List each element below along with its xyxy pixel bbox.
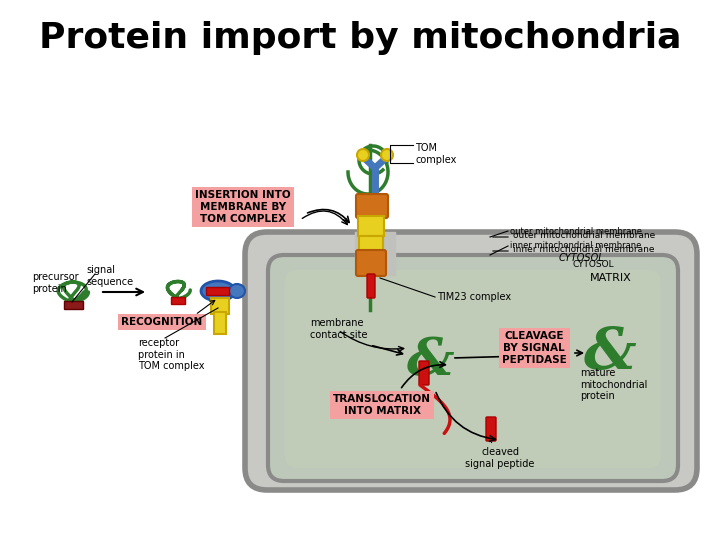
Text: CLEAVAGE
BY SIGNAL
PEPTIDASE: CLEAVAGE BY SIGNAL PEPTIDASE bbox=[502, 332, 567, 364]
FancyBboxPatch shape bbox=[486, 417, 496, 441]
FancyBboxPatch shape bbox=[207, 287, 230, 295]
Text: &: & bbox=[406, 334, 454, 386]
Text: signal
sequence: signal sequence bbox=[86, 265, 133, 287]
Text: INSERTION INTO
MEMBRANE BY
TOM COMPLEX: INSERTION INTO MEMBRANE BY TOM COMPLEX bbox=[195, 191, 291, 224]
FancyBboxPatch shape bbox=[367, 274, 375, 298]
Circle shape bbox=[381, 149, 393, 161]
Text: inner mitochondrial membrane: inner mitochondrial membrane bbox=[510, 241, 642, 251]
FancyBboxPatch shape bbox=[285, 270, 661, 468]
Ellipse shape bbox=[229, 284, 245, 298]
FancyBboxPatch shape bbox=[356, 194, 388, 218]
Text: CYTOSOL: CYTOSOL bbox=[572, 260, 614, 269]
FancyBboxPatch shape bbox=[63, 300, 83, 308]
Text: receptor
protein in
TOM complex: receptor protein in TOM complex bbox=[138, 338, 204, 371]
FancyBboxPatch shape bbox=[268, 255, 678, 481]
Text: Protein import by mitochondria: Protein import by mitochondria bbox=[39, 21, 681, 55]
Text: outer mitochondrial membrane: outer mitochondrial membrane bbox=[510, 226, 642, 235]
FancyBboxPatch shape bbox=[358, 216, 384, 236]
FancyBboxPatch shape bbox=[359, 236, 383, 252]
Ellipse shape bbox=[201, 281, 235, 301]
FancyBboxPatch shape bbox=[356, 250, 386, 276]
Text: RECOGNITION: RECOGNITION bbox=[122, 317, 202, 327]
Text: inner mitochondrial membrane: inner mitochondrial membrane bbox=[513, 245, 654, 253]
Text: mature
mitochondrial
protein: mature mitochondrial protein bbox=[580, 368, 647, 401]
Text: outer mitochondrial membrane: outer mitochondrial membrane bbox=[513, 231, 655, 240]
Text: CYTOSOL: CYTOSOL bbox=[559, 253, 604, 263]
FancyBboxPatch shape bbox=[211, 298, 229, 314]
Circle shape bbox=[357, 149, 369, 161]
FancyBboxPatch shape bbox=[245, 232, 697, 490]
FancyBboxPatch shape bbox=[214, 312, 226, 334]
Text: cleaved
signal peptide: cleaved signal peptide bbox=[465, 447, 535, 469]
Text: TRANSLOCATION
INTO MATRIX: TRANSLOCATION INTO MATRIX bbox=[333, 394, 431, 416]
Text: MATRIX: MATRIX bbox=[590, 273, 631, 283]
Text: TOM
complex: TOM complex bbox=[415, 143, 456, 165]
Text: precursor
protein: precursor protein bbox=[32, 272, 78, 294]
FancyBboxPatch shape bbox=[419, 361, 429, 385]
Text: &: & bbox=[584, 325, 636, 381]
Text: membrane
contact site: membrane contact site bbox=[310, 318, 367, 340]
Text: TIM23 complex: TIM23 complex bbox=[437, 292, 511, 302]
FancyBboxPatch shape bbox=[171, 296, 184, 303]
